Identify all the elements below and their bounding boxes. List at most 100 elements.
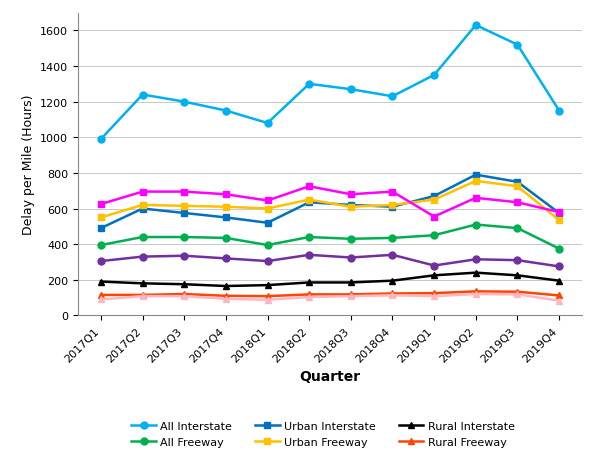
All Interstate	[222, 109, 229, 114]
Rural Freeway	[181, 292, 188, 297]
Rural NHS Arterial	[305, 295, 313, 300]
Urban NHS Arterial	[264, 198, 271, 204]
All Interstate	[97, 137, 104, 143]
All Freeway	[222, 236, 229, 241]
All Interstate	[556, 109, 563, 114]
Urban NHS Arterial	[472, 196, 479, 201]
Urban Freeway	[389, 203, 396, 208]
Urban Interstate	[431, 194, 438, 199]
All Interstate	[139, 92, 146, 98]
Rural Interstate	[472, 270, 479, 276]
Line: Urban NHS Arterial: Urban NHS Arterial	[97, 184, 563, 221]
Rural Freeway	[222, 294, 229, 299]
Urban Interstate	[556, 211, 563, 216]
Rural NHS Arterial	[181, 294, 188, 299]
Rural Freeway	[556, 293, 563, 299]
All Freeway	[556, 246, 563, 252]
Urban NHS Arterial	[556, 210, 563, 215]
Urban Interstate	[97, 226, 104, 231]
Line: Urban Interstate: Urban Interstate	[97, 172, 563, 232]
Line: All NHS Arterial: All NHS Arterial	[97, 252, 563, 270]
Urban Freeway	[514, 184, 521, 189]
Urban Freeway	[305, 198, 313, 203]
Rural NHS Arterial	[556, 298, 563, 304]
All NHS Arterial	[264, 259, 271, 264]
Rural Interstate	[264, 283, 271, 288]
Rural NHS Arterial	[347, 294, 355, 299]
Urban NHS Arterial	[222, 192, 229, 198]
Urban Freeway	[222, 205, 229, 210]
Rural Freeway	[514, 290, 521, 295]
Line: Urban Freeway: Urban Freeway	[97, 178, 563, 224]
Urban Interstate	[305, 200, 313, 206]
All NHS Arterial	[97, 259, 104, 264]
Urban Interstate	[264, 221, 271, 226]
All NHS Arterial	[556, 264, 563, 270]
Urban NHS Arterial	[431, 214, 438, 220]
All NHS Arterial	[222, 256, 229, 262]
All Interstate	[472, 23, 479, 29]
All Interstate	[514, 43, 521, 48]
Line: All Freeway: All Freeway	[97, 221, 563, 253]
Rural Freeway	[347, 292, 355, 297]
All Freeway	[139, 235, 146, 240]
All Freeway	[431, 233, 438, 239]
All NHS Arterial	[139, 254, 146, 260]
Line: All Interstate: All Interstate	[97, 23, 563, 143]
Rural Freeway	[305, 292, 313, 297]
Urban NHS Arterial	[181, 189, 188, 195]
All NHS Arterial	[389, 253, 396, 258]
Urban Freeway	[431, 198, 438, 203]
All NHS Arterial	[431, 263, 438, 269]
Legend: All Interstate, All Freeway, All NHS Arterial, Urban Interstate, Urban Freeway, : All Interstate, All Freeway, All NHS Art…	[128, 418, 532, 451]
All NHS Arterial	[181, 253, 188, 259]
All Freeway	[347, 237, 355, 242]
Rural NHS Arterial	[472, 292, 479, 297]
Rural Interstate	[222, 284, 229, 289]
Urban Interstate	[514, 179, 521, 185]
All Freeway	[389, 236, 396, 241]
Rural Freeway	[264, 294, 271, 299]
Urban Freeway	[264, 207, 271, 212]
All Freeway	[264, 243, 271, 248]
Urban NHS Arterial	[389, 189, 396, 195]
All NHS Arterial	[472, 257, 479, 262]
All NHS Arterial	[514, 258, 521, 263]
Urban NHS Arterial	[305, 184, 313, 189]
Urban Freeway	[472, 179, 479, 184]
Rural NHS Arterial	[514, 292, 521, 297]
Urban Freeway	[347, 205, 355, 210]
Rural Interstate	[305, 280, 313, 285]
Urban Interstate	[139, 207, 146, 212]
Rural NHS Arterial	[139, 294, 146, 299]
Rural NHS Arterial	[431, 294, 438, 299]
Urban Freeway	[556, 218, 563, 223]
Line: Rural NHS Arterial: Rural NHS Arterial	[97, 291, 563, 304]
All NHS Arterial	[305, 253, 313, 258]
All Freeway	[305, 235, 313, 240]
Rural NHS Arterial	[264, 297, 271, 303]
Urban Interstate	[181, 211, 188, 216]
Rural Interstate	[181, 282, 188, 287]
Urban Freeway	[97, 215, 104, 221]
All Freeway	[472, 222, 479, 228]
Urban Interstate	[472, 173, 479, 178]
Rural Interstate	[431, 273, 438, 278]
Urban Freeway	[181, 204, 188, 209]
Rural Interstate	[514, 273, 521, 278]
Rural Interstate	[347, 280, 355, 285]
All Interstate	[431, 73, 438, 78]
All Freeway	[181, 235, 188, 240]
Urban NHS Arterial	[514, 200, 521, 206]
Y-axis label: Delay per Mile (Hours): Delay per Mile (Hours)	[22, 95, 35, 235]
All NHS Arterial	[347, 255, 355, 261]
Rural Interstate	[389, 278, 396, 284]
All Freeway	[514, 226, 521, 231]
Rural Freeway	[431, 291, 438, 296]
Urban NHS Arterial	[97, 202, 104, 207]
Rural Freeway	[139, 293, 146, 298]
Rural Freeway	[472, 289, 479, 295]
Urban NHS Arterial	[139, 189, 146, 195]
All Interstate	[181, 100, 188, 105]
All Interstate	[264, 121, 271, 126]
